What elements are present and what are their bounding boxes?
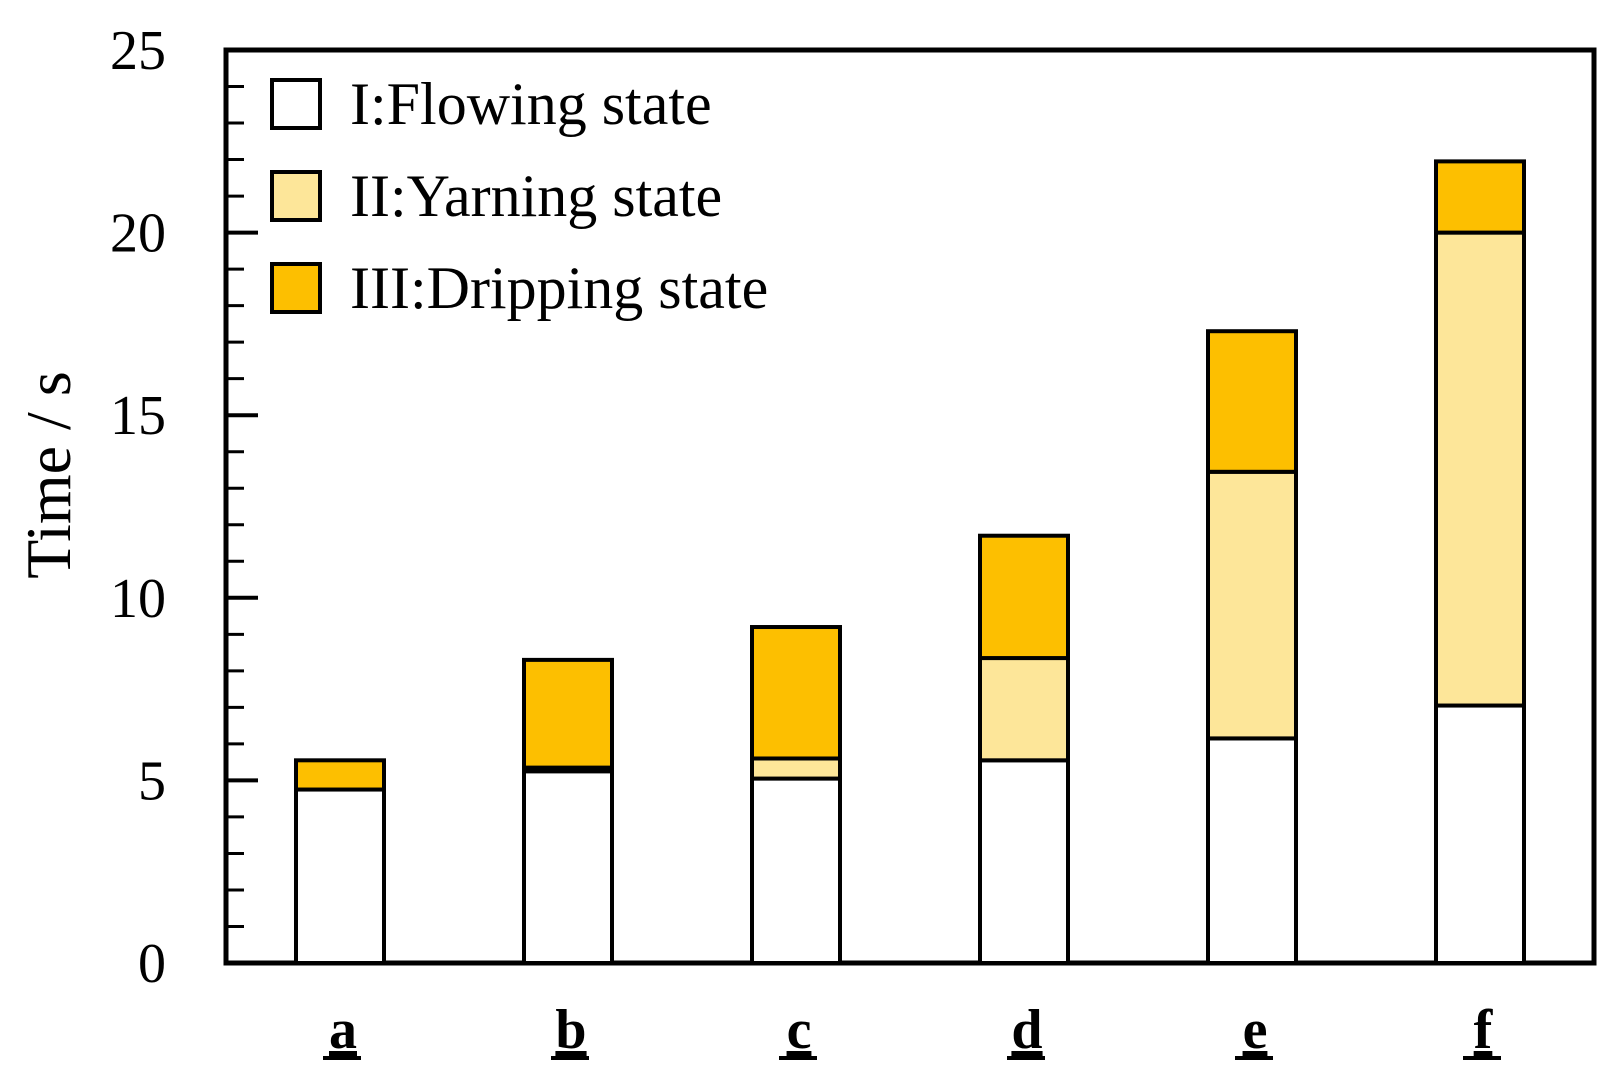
bar-segment-d-series-1 <box>978 758 1070 966</box>
y-tick-label: 0 <box>138 933 166 995</box>
bar-segment-e-series-2 <box>1206 469 1298 741</box>
legend-label: I:Flowing state <box>350 71 712 137</box>
x-category-label: b <box>555 999 586 1061</box>
bar-segment-e-series-3 <box>1206 329 1298 474</box>
legend-label: III:Dripping state <box>350 255 768 321</box>
legend-label: II:Yarning state <box>350 163 722 229</box>
legend-swatch <box>270 262 322 314</box>
y-tick-label: 10 <box>110 568 166 630</box>
bar-segment-c-series-1 <box>750 776 842 965</box>
bar-segment-a-series-3 <box>294 758 386 792</box>
x-category-label: d <box>1011 999 1042 1061</box>
y-tick-label: 15 <box>110 385 166 447</box>
x-category-label: a <box>329 999 357 1061</box>
plot-area <box>223 47 1597 966</box>
legend-swatch <box>270 170 322 222</box>
bar-segment-f-series-3 <box>1434 159 1526 235</box>
legend: I:Flowing state II:Yarning state III:Dripp… <box>270 71 768 321</box>
y-axis: 0 5 10 15 20 25 <box>110 20 258 995</box>
bar-segment-f-series-1 <box>1434 703 1526 965</box>
plot-frame <box>223 47 1597 966</box>
x-category-label: f <box>1474 999 1494 1061</box>
bar-segment-c-series-2 <box>750 756 842 781</box>
y-tick-label: 20 <box>110 203 166 265</box>
y-tick-label: 5 <box>138 750 166 812</box>
bar-segment-d-series-2 <box>978 656 1070 763</box>
bar-segment-a-series-1 <box>294 787 386 966</box>
x-axis-categories: a b c d e f <box>323 999 1501 1061</box>
x-category-label: e <box>1243 999 1268 1061</box>
y-axis-title: Time / s <box>13 371 84 579</box>
bar-segment-c-series-3 <box>750 625 842 761</box>
bar-segment-e-series-1 <box>1206 736 1298 965</box>
bar-segment-d-series-3 <box>978 533 1070 661</box>
y-tick-label: 25 <box>110 20 166 82</box>
legend-swatch <box>270 78 322 130</box>
bar-segment-f-series-2 <box>1434 230 1526 708</box>
bar-segment-b-series-3 <box>522 657 614 770</box>
x-category-label: c <box>787 999 812 1061</box>
bar-segment-b-series-1 <box>522 769 614 966</box>
